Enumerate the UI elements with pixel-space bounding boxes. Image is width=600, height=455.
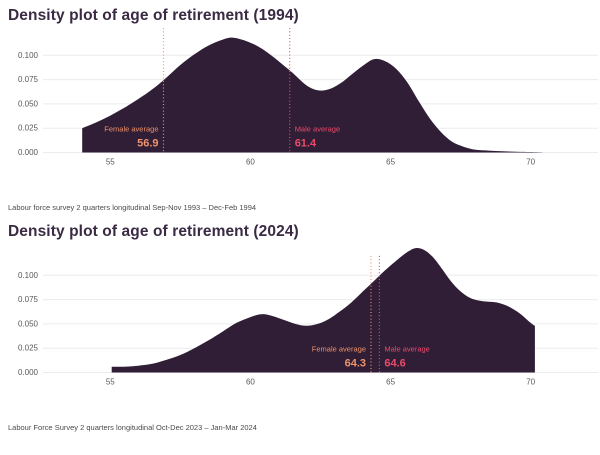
x-tick-label: 65: [386, 378, 395, 387]
y-tick-label: 0.050: [18, 319, 39, 328]
female-average-value: 64.3: [345, 358, 366, 370]
y-tick-label: 0.050: [18, 99, 39, 108]
x-tick-label: 55: [106, 378, 115, 387]
male-average-value: 61.4: [295, 138, 317, 150]
chart-section-2024: Density plot of age of retirement (2024)…: [0, 212, 600, 432]
y-tick-label: 0.075: [18, 295, 39, 304]
y-tick-label: 0.025: [18, 344, 39, 353]
y-tick-label: 0.000: [18, 148, 39, 157]
y-tick-label: 0.025: [18, 124, 39, 133]
density-area: [111, 248, 535, 373]
x-tick-label: 55: [106, 158, 115, 167]
male-average-label: Male average: [384, 345, 429, 354]
density-chart-1994: 0.000 0.025 0.050 0.075 0.100 55 60 65 70 Female …: [18, 28, 598, 167]
female-average-label: Female average: [104, 125, 158, 134]
male-average-label: Male average: [295, 125, 340, 134]
female-average-value: 56.9: [137, 138, 158, 150]
density-area: [82, 37, 542, 153]
female-average-label: Female average: [312, 345, 366, 354]
x-tick-label: 60: [246, 378, 255, 387]
density-chart-2024: 0.000 0.025 0.050 0.075 0.100 55 60 65 70 Female …: [18, 248, 598, 387]
chart-section-1994: Density plot of age of retirement (1994)…: [0, 0, 600, 212]
chart-title-2024: Density plot of age of retirement (2024): [8, 223, 299, 240]
x-tick-label: 70: [526, 158, 535, 167]
x-tick-label: 60: [246, 158, 255, 167]
y-tick-label: 0.100: [18, 271, 39, 280]
male-average-value: 64.6: [384, 358, 405, 370]
chart-caption-1994: Labour force survey 2 quarters longitudi…: [8, 203, 257, 212]
y-tick-label: 0.100: [18, 51, 39, 60]
chart-caption-2024: Labour Force Survey 2 quarters longitudi…: [8, 423, 257, 432]
y-tick-label: 0.000: [18, 368, 39, 377]
x-tick-label: 65: [386, 158, 395, 167]
y-tick-label: 0.075: [18, 75, 39, 84]
chart-title-1994: Density plot of age of retirement (1994): [8, 7, 299, 24]
x-tick-label: 70: [526, 378, 535, 387]
